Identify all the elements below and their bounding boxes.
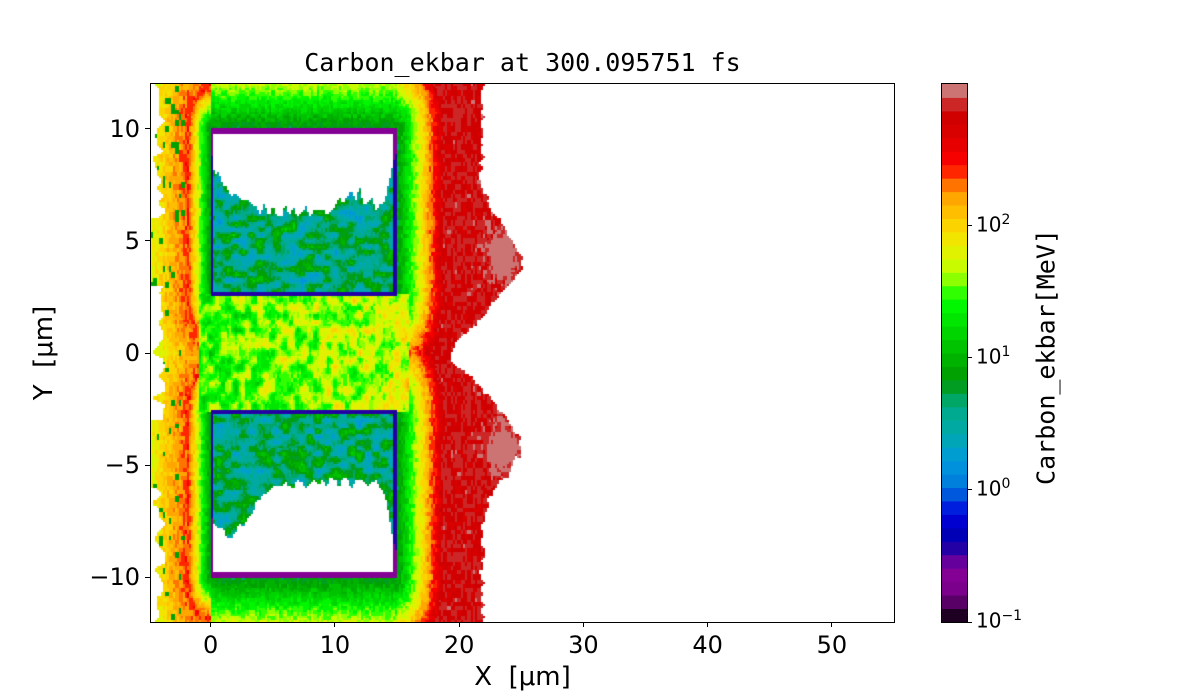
colorbar-level bbox=[942, 595, 967, 610]
colorbar-level bbox=[942, 272, 967, 287]
colorbar-level bbox=[942, 299, 967, 314]
colorbar-level bbox=[942, 379, 967, 394]
y-tick bbox=[145, 576, 150, 578]
y-tick bbox=[145, 128, 150, 130]
x-tick-label: 20 bbox=[443, 631, 475, 659]
colorbar-level bbox=[942, 231, 967, 246]
colorbar-label: Carbon_ekbar[MeV] bbox=[1031, 229, 1061, 485]
colorbar-level bbox=[942, 137, 967, 152]
colorbar-level bbox=[942, 164, 967, 179]
colorbar-level bbox=[942, 420, 967, 435]
y-tick-label: −5 bbox=[104, 451, 140, 480]
colorbar-level bbox=[942, 178, 967, 193]
x-tick-label: 40 bbox=[692, 631, 723, 659]
y-tick bbox=[145, 464, 150, 466]
x-tick bbox=[831, 622, 833, 627]
x-axis-label: X [μm] bbox=[474, 662, 571, 692]
colorbar-level bbox=[942, 312, 967, 327]
x-tick-label: 50 bbox=[816, 631, 848, 659]
y-axis-label: Y [μm] bbox=[29, 305, 59, 401]
colorbar-level bbox=[942, 514, 967, 529]
colorbar bbox=[942, 84, 967, 622]
colorbar-frame bbox=[941, 83, 968, 623]
x-tick bbox=[458, 622, 460, 627]
colorbar-level bbox=[942, 554, 967, 569]
x-tick bbox=[334, 622, 336, 627]
colorbar-level bbox=[942, 285, 967, 300]
colorbar-level bbox=[942, 474, 967, 488]
colorbar-level bbox=[942, 191, 967, 206]
colorbar-tick bbox=[967, 225, 972, 227]
y-tick-label: 5 bbox=[124, 226, 140, 255]
y-tick-label: 10 bbox=[109, 114, 140, 143]
colorbar-tick-label: 101 bbox=[976, 343, 1011, 369]
colorbar-level bbox=[942, 258, 967, 273]
y-tick bbox=[145, 352, 150, 354]
colorbar-level bbox=[942, 433, 967, 448]
colorbar-level bbox=[942, 447, 967, 462]
colorbar-level bbox=[942, 151, 967, 166]
x-tick-label: 10 bbox=[319, 631, 351, 659]
colorbar-level bbox=[942, 124, 967, 139]
y-tick bbox=[145, 240, 150, 242]
colorbar-level bbox=[942, 218, 967, 233]
colorbar-tick-label: 10−1 bbox=[976, 608, 1023, 633]
x-tick-label: 0 bbox=[202, 631, 219, 659]
colorbar-level bbox=[942, 541, 967, 556]
colorbar-level bbox=[942, 500, 967, 515]
colorbar-level bbox=[942, 460, 967, 475]
colorbar-level bbox=[942, 110, 967, 125]
colorbar-level bbox=[942, 353, 967, 367]
heatmap-field bbox=[151, 84, 894, 622]
colorbar-level bbox=[942, 608, 967, 622]
colorbar-tick-label: 102 bbox=[976, 211, 1011, 237]
colorbar-tick bbox=[967, 357, 972, 359]
colorbar-level bbox=[942, 527, 967, 542]
colorbar-level bbox=[942, 366, 967, 381]
colorbar-level bbox=[942, 487, 967, 502]
y-tick-label: −10 bbox=[89, 563, 140, 592]
colorbar-level bbox=[942, 339, 967, 354]
colorbar-level bbox=[942, 393, 967, 408]
colorbar-tick bbox=[967, 621, 972, 623]
colorbar-level bbox=[942, 326, 967, 341]
colorbar-level bbox=[942, 245, 967, 260]
x-tick-label: 30 bbox=[568, 631, 599, 659]
x-tick bbox=[707, 622, 709, 627]
x-tick bbox=[210, 622, 212, 627]
colorbar-level bbox=[942, 84, 967, 98]
chart-title: Carbon_ekbar at 300.095751 fs bbox=[304, 48, 741, 77]
y-tick-label: 0 bbox=[124, 339, 140, 367]
colorbar-level bbox=[942, 205, 967, 219]
colorbar-level bbox=[942, 568, 967, 583]
colorbar-tick-label: 100 bbox=[976, 475, 1011, 501]
colorbar-level bbox=[942, 97, 967, 112]
colorbar-level bbox=[942, 406, 967, 421]
x-tick bbox=[582, 622, 584, 627]
colorbar-tick bbox=[967, 489, 972, 491]
colorbar-level bbox=[942, 581, 967, 596]
